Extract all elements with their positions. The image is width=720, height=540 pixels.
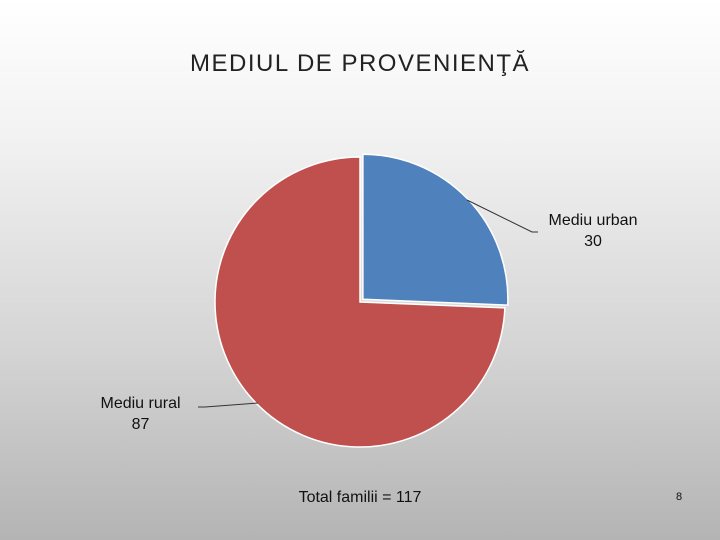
leader-line-rural	[198, 402, 259, 408]
slice-label-urban: Mediu urban 30	[528, 210, 658, 252]
slice-label-rural-name: Mediu rural	[100, 395, 181, 412]
slice-label-rural-value: 87	[131, 416, 150, 433]
slice-label-urban-value: 30	[584, 233, 602, 250]
leader-line-urban	[466, 199, 538, 233]
slide-title: MEDIUL DE PROVENIENŢĂ	[190, 50, 530, 77]
pie-slice-mediu-rural	[214, 156, 506, 448]
slice-label-rural: Mediu rural 87	[78, 393, 203, 435]
page-number: 8	[676, 491, 683, 503]
total-families-text: Total familii = 117	[298, 489, 422, 506]
slice-label-urban-name: Mediu urban	[548, 212, 638, 229]
pie-slice-mediu-urban	[362, 153, 509, 306]
